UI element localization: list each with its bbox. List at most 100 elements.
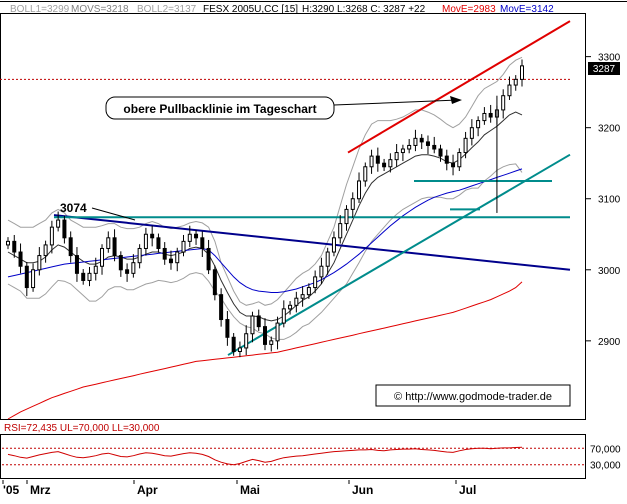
candle-36 [231, 333, 236, 356]
candle-10 [68, 231, 73, 263]
candle-body-11 [74, 255, 79, 274]
candle-body-33 [212, 269, 217, 296]
candle-8 [56, 211, 61, 232]
candle-body-27 [175, 251, 180, 264]
candle-49 [313, 270, 318, 294]
candle-82 [520, 59, 524, 87]
candle-59 [375, 147, 380, 172]
candle-body-30 [194, 233, 199, 239]
candle-38 [244, 325, 249, 356]
candle-26 [168, 250, 173, 270]
candle-48 [306, 283, 311, 299]
candle-43 [275, 316, 280, 350]
candle-body-1 [12, 240, 17, 253]
candle-29 [187, 225, 192, 248]
candle-body-51 [325, 251, 330, 267]
candle-19 [125, 263, 130, 282]
candle-body-49 [313, 276, 318, 289]
candle-body-67 [425, 141, 430, 146]
candle-79 [501, 89, 506, 119]
candle-body-56 [357, 180, 362, 200]
header-instrument: FESX 2005U,CC [15] [203, 4, 298, 15]
candle-body-18 [118, 255, 123, 271]
last-price-tag [588, 62, 620, 75]
candle-body-39 [250, 315, 255, 335]
candle-0 [6, 237, 10, 250]
candle-body-59 [375, 155, 380, 164]
candle-23 [150, 225, 155, 247]
y-axis: 2900 3000 3100 3200 3300 [585, 53, 621, 348]
candle-body-63 [400, 148, 405, 154]
y-tick-label-3100: 3100 [598, 195, 621, 206]
candle-20 [131, 254, 136, 278]
pullback-annotation-box [105, 96, 335, 120]
candle-58 [369, 149, 374, 174]
candle-57 [363, 162, 368, 187]
candle-body-65 [413, 137, 418, 146]
series-line-boll1 [7, 56, 523, 306]
candle-body-69 [438, 148, 443, 157]
candle-3 [24, 261, 29, 297]
candle-body-73 [463, 137, 468, 154]
candle-16 [106, 231, 111, 253]
candle-body-66 [419, 137, 424, 143]
candle-body-46 [294, 297, 299, 306]
y-tick-label-3200: 3200 [598, 124, 621, 135]
level-3074-pointer [91, 207, 136, 221]
candle-body-2 [18, 251, 23, 267]
candle-33 [212, 265, 217, 301]
candle-41 [263, 318, 267, 351]
candle-28 [181, 234, 186, 257]
candle-body-42 [269, 340, 274, 345]
candle-42 [269, 336, 274, 352]
candle-12 [81, 269, 86, 285]
pullback-arrow-line [333, 99, 459, 106]
header-boll2: BOLL2=3137 [137, 4, 197, 15]
candle-body-19 [125, 269, 130, 274]
candle-body-16 [106, 237, 111, 249]
candle-50 [319, 257, 324, 284]
source-text: © http://www.godmode-trader.de [394, 391, 552, 403]
candle-24 [156, 233, 161, 253]
candle-55 [350, 192, 355, 218]
candle-25 [162, 242, 167, 265]
candle-body-55 [350, 198, 355, 210]
candle-body-26 [168, 258, 173, 264]
candle-body-45 [288, 304, 293, 310]
candle-45 [288, 301, 293, 315]
candle-body-21 [137, 247, 142, 264]
candle-body-14 [93, 265, 98, 274]
candle-body-53 [338, 223, 343, 239]
candle-30 [194, 230, 199, 245]
candle-body-61 [388, 159, 393, 168]
candle-71 [451, 154, 456, 176]
candle-80 [507, 76, 512, 100]
candle-body-15 [100, 247, 105, 267]
rsi-y-tick-1: 70,000 [590, 444, 621, 455]
candle-body-34 [219, 294, 224, 321]
candle-body-9 [62, 219, 67, 239]
candle-body-64 [407, 144, 412, 150]
candle-40 [256, 309, 261, 331]
candle-body-72 [457, 152, 462, 168]
candle-body-29 [187, 233, 192, 242]
candle-69 [438, 144, 443, 162]
header-move2: MovE=3142 [500, 4, 554, 15]
rsi-panel: RSI=72,435 UL=70,000 LL=30,000 30,000 70,0… [2, 423, 621, 472]
candle-2 [18, 243, 23, 274]
candle-body-38 [244, 333, 249, 349]
candle-27 [175, 247, 180, 272]
candle-body-82 [520, 65, 524, 80]
candle-body-68 [432, 144, 437, 150]
series-line-move-2983 [7, 281, 523, 420]
trend-line-red-resistance [347, 20, 571, 154]
x-tick-label-2: Apr [137, 483, 158, 497]
chart-header: BOLL1=3299 MOVS=3218 BOLL2=3137 FESX 200… [10, 4, 554, 15]
x-axis: '05 Mrz Apr Mai Jun Jul [2, 480, 476, 497]
candle-body-48 [306, 287, 311, 296]
candle-32 [206, 239, 211, 275]
candle-body-28 [181, 240, 186, 253]
candle-5 [37, 247, 42, 276]
candle-63 [400, 144, 405, 162]
